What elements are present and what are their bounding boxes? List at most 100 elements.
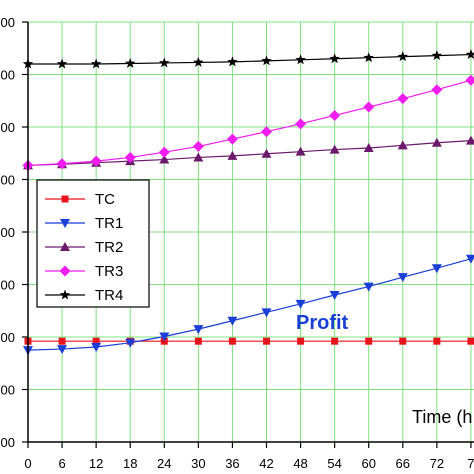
data-point [397, 93, 409, 105]
data-point [193, 325, 204, 335]
legend-label: TR1 [95, 215, 123, 232]
data-point [57, 345, 68, 355]
data-point [263, 337, 270, 345]
x-tick-label: 24 [157, 456, 171, 471]
data-point [329, 291, 340, 300]
data-point [61, 195, 69, 203]
data-point [192, 140, 204, 152]
y-tick-label: 00 [1, 173, 15, 188]
profit-annotation: Profit [296, 312, 349, 334]
data-point [397, 273, 408, 283]
legend-items: TC TR1 TR2 TR3 TR4 [45, 191, 123, 304]
data-point [431, 137, 442, 147]
labels: 0 6 12 18 24 30 36 42 48 54 60 66 72 7 00 00 00 00 00 00 00 0… [1, 15, 474, 471]
y-tick-label: 00 [1, 68, 15, 83]
data-point [329, 144, 340, 154]
x-tick-label: 12 [89, 456, 103, 471]
data-point [59, 265, 71, 277]
data-point [331, 337, 339, 345]
legend-label: TC [95, 191, 115, 208]
data-point [92, 337, 100, 345]
data-point [397, 140, 408, 150]
data-point [329, 53, 340, 64]
data-point [124, 57, 136, 68]
data-point [227, 150, 238, 160]
data-point [363, 101, 375, 113]
x-tick-label: 30 [191, 456, 205, 471]
y-tick-label: 00 [1, 435, 15, 450]
data-point [159, 57, 170, 68]
x-tick-label: 0 [24, 456, 31, 471]
data-point [159, 154, 170, 164]
data-point [433, 337, 441, 345]
legend-item-tr2: TR2 [45, 239, 123, 256]
y-tick-label: 00 [1, 278, 15, 293]
data-point [193, 152, 204, 162]
x-axis-label: Time (h [412, 407, 472, 427]
x-tick-label: 54 [327, 456, 341, 471]
legend-label: TR4 [95, 287, 123, 304]
data-point [365, 337, 373, 345]
data-point [295, 54, 306, 65]
data-point [56, 58, 68, 69]
data-point [465, 254, 474, 264]
data-point [297, 337, 305, 345]
data-point [363, 143, 374, 152]
data-point [467, 337, 474, 345]
grid [28, 21, 474, 442]
legend-item-tc: TC [45, 191, 115, 208]
data-point [90, 58, 102, 69]
legend-box [36, 179, 150, 308]
y-tick-label: 00 [1, 225, 15, 240]
data-point [60, 219, 70, 228]
x-tick-label: 6 [58, 456, 65, 471]
legend-label: TR2 [95, 239, 123, 256]
data-point [431, 84, 443, 96]
data-point [397, 51, 409, 62]
data-point [158, 146, 170, 158]
data-point [227, 56, 238, 67]
data-point [91, 342, 102, 352]
data-point [58, 337, 66, 345]
data-point [465, 74, 474, 86]
x-tick-label: 42 [259, 456, 273, 471]
data-point [60, 242, 70, 251]
data-point [194, 337, 202, 345]
data-point [125, 338, 136, 348]
data-point [431, 50, 443, 61]
legend-item-tr3: TR3 [45, 263, 123, 280]
data-point [465, 49, 474, 59]
x-tick-label: 66 [396, 456, 410, 471]
data-point [261, 308, 272, 318]
x-tick-label: 48 [293, 456, 307, 471]
data-point [261, 126, 272, 138]
data-point [56, 158, 68, 170]
data-point [227, 316, 238, 326]
x-tick-label: 7 [467, 456, 474, 471]
x-tick-label: 72 [430, 456, 444, 471]
y-tick-label: 00 [1, 120, 15, 135]
x-tick-label: 36 [225, 456, 239, 471]
series-tr1 [23, 254, 474, 356]
legend: TC TR1 TR2 TR3 TR4 [36, 179, 150, 308]
data-point [159, 332, 170, 342]
data-point [261, 55, 272, 66]
x-tick-label: 60 [361, 456, 375, 471]
y-tick-label: 00 [1, 330, 15, 345]
data-point [261, 148, 272, 158]
data-point [59, 289, 71, 300]
data-point [90, 155, 102, 167]
data-point [431, 264, 442, 274]
axes [22, 21, 474, 448]
series-group [22, 49, 474, 356]
data-point [124, 151, 136, 163]
y-tick-label: 00 [1, 383, 15, 398]
data-point [226, 133, 238, 145]
legend-item-tr1: TR1 [45, 215, 123, 232]
data-point [363, 52, 374, 63]
series-tr4 [22, 49, 474, 69]
data-point [295, 299, 306, 309]
data-point [295, 146, 306, 156]
data-point [399, 337, 407, 345]
